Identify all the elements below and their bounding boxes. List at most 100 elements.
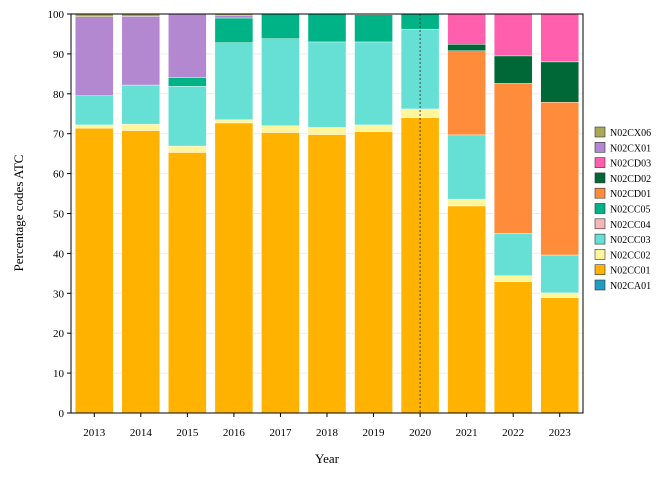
x-tick-label: 2023 <box>549 427 572 439</box>
bar-segment-N02CC02-2018 <box>307 127 347 135</box>
legend-item-N02CC04: N02CC04 <box>594 218 651 231</box>
bar-stack-2016 <box>214 13 254 414</box>
bar-segment-N02CC02-2017 <box>261 125 300 133</box>
bar-segment-N02CD01-2022 <box>493 83 533 234</box>
bar-segment-N02CC05-2016 <box>214 17 254 43</box>
legend-swatch <box>594 264 606 276</box>
bar-segment-N02CD02-2022 <box>493 55 533 84</box>
bar-segment-N02CC01-2019 <box>354 131 393 414</box>
bar-segment-N02CC03-2022 <box>493 233 533 276</box>
legend-label: N02CD02 <box>610 174 651 185</box>
y-tick-label: 70 <box>53 129 65 141</box>
bar-segment-N02CC01-2017 <box>261 132 300 413</box>
bar-segment-N02CC03-2020 <box>400 28 440 110</box>
legend-item-N02CC05: N02CC05 <box>594 203 651 216</box>
bar-segment-N02CC03-2019 <box>354 41 393 126</box>
legend: N02CX06 N02CX01 N02CD03 N02CD02 N02CD01 N02CC… <box>594 126 651 292</box>
bar-segment-N02CC02-2023 <box>540 292 579 298</box>
bar-stack-2015 <box>168 13 207 414</box>
legend-swatch <box>594 187 606 199</box>
bar-segment-N02CC01-2021 <box>447 205 486 414</box>
bar-segment-N02CC03-2021 <box>447 134 486 200</box>
y-tick-label: 30 <box>53 288 65 300</box>
legend-item-N02CC03: N02CC03 <box>594 233 651 246</box>
legend-swatch <box>594 203 606 214</box>
bar-segment-N02CC02-2022 <box>493 275 533 282</box>
legend-item-N02CC01: N02CC01 <box>594 264 651 277</box>
bar-segment-N02CD03-2023 <box>540 13 579 63</box>
x-axis-label: Year <box>315 451 340 466</box>
x-tick-label: 2015 <box>176 427 199 439</box>
x-tick-label: 2017 <box>269 427 292 439</box>
y-tick-label: 80 <box>53 89 65 101</box>
y-tick-label: 50 <box>53 209 65 221</box>
legend-item-N02CD01: N02CD01 <box>594 187 651 200</box>
bar-stack-2013 <box>75 13 114 414</box>
x-tick-label: 2016 <box>223 427 246 439</box>
x-tick-label: 2018 <box>316 427 339 439</box>
legend-label: N02CX06 <box>610 128 651 139</box>
bar-stack-2017 <box>261 13 300 414</box>
legend-item-N02CC02: N02CC02 <box>594 249 651 261</box>
legend-swatch <box>594 142 606 153</box>
legend-item-N02CX06: N02CX06 <box>594 126 651 139</box>
legend-swatch <box>594 233 606 245</box>
legend-label: N02CC01 <box>610 266 651 277</box>
bar-stack-2020 <box>400 13 440 414</box>
bar-segment-N02CC01-2015 <box>168 152 207 413</box>
legend-item-N02CD02: N02CD02 <box>594 172 651 185</box>
bar-segment-N02CC03-2016 <box>214 42 254 120</box>
legend-swatch <box>594 279 606 291</box>
bar-stack-2019 <box>354 13 393 414</box>
bar-segment-N02CC05-2017 <box>261 13 300 39</box>
bar-segment-N02CD02-2021 <box>447 44 486 51</box>
bar-segment-N02CC03-2014 <box>121 84 161 125</box>
legend-label: N02CC02 <box>610 250 651 261</box>
bar-segment-N02CC02-2016 <box>214 119 254 124</box>
bar-segment-N02CC01-2023 <box>540 297 579 414</box>
bar-segment-N02CC02-2021 <box>447 198 486 207</box>
legend-swatch <box>594 218 606 230</box>
bar-segment-N02CC03-2015 <box>168 86 207 147</box>
bar-segment-N02CX01-2013 <box>75 16 114 96</box>
bar-segment-N02CC02-2019 <box>354 124 393 132</box>
legend-swatch <box>594 172 606 184</box>
x-tick-label: 2022 <box>502 427 524 439</box>
legend-label: N02CA01 <box>610 281 651 292</box>
bar-stack-2023 <box>540 13 579 414</box>
bar-stack-2022 <box>493 13 533 414</box>
bar-segment-N02CC01-2013 <box>75 127 114 413</box>
axes: 0 10 20 30 40 50 60 70 80 90 100 2013 2014 2015 2016 20… <box>48 9 584 439</box>
bar-segment-N02CD02-2023 <box>540 61 579 103</box>
legend-swatch <box>594 157 606 168</box>
x-tick-label: 2020 <box>409 427 432 439</box>
bar-segment-N02CC05-2019 <box>354 14 393 43</box>
legend-label: N02CD01 <box>610 189 651 200</box>
bar-segment-N02CC01-2014 <box>121 130 161 413</box>
legend-item-N02CX01: N02CX01 <box>594 142 651 154</box>
x-tick-label: 2013 <box>83 427 106 439</box>
bar-segment-N02CX01-2016 <box>214 14 254 19</box>
bar-segment-N02CD03-2022 <box>493 13 533 57</box>
bar-stack-2014 <box>121 13 161 414</box>
x-tick-label: 2021 <box>456 427 478 439</box>
y-tick-label: 0 <box>59 408 65 420</box>
bar-segment-N02CC03-2013 <box>75 95 114 126</box>
bar-segment-N02CC02-2015 <box>168 145 207 153</box>
y-tick-label: 100 <box>48 9 65 21</box>
legend-label: N02CC04 <box>610 220 651 231</box>
bar-segment-N02CC01-2022 <box>493 281 533 414</box>
legend-swatch <box>594 249 606 260</box>
bar-stack-2021 <box>447 13 486 414</box>
bar-segment-N02CC01-2016 <box>214 122 254 413</box>
bar-segment-N02CC05-2018 <box>307 13 347 43</box>
bar-segment-N02CX01-2014 <box>121 16 161 86</box>
y-tick-label: 20 <box>53 328 65 340</box>
bar-segment-N02CC03-2018 <box>307 41 347 128</box>
legend-label: N02CC05 <box>610 205 651 216</box>
bar-stack-2018 <box>307 13 347 414</box>
y-tick-label: 90 <box>53 49 65 61</box>
bar-segment-N02CC05-2015 <box>168 77 207 87</box>
bar-segment-N02CD03-2021 <box>447 13 486 45</box>
